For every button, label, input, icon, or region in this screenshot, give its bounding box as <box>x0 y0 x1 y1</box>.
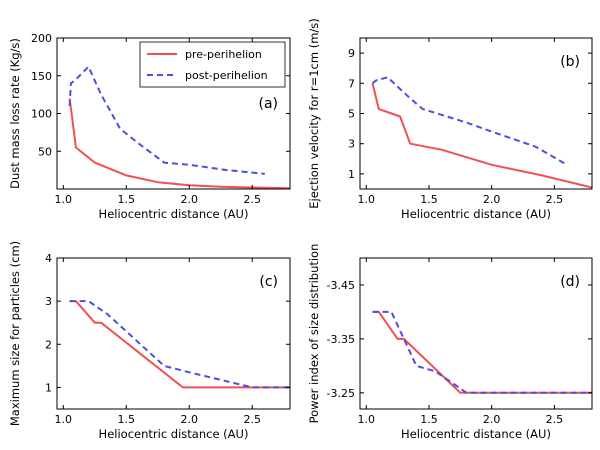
x-axis-label: Heliocentric distance (AU) <box>99 427 249 441</box>
x-tick-label: 2.0 <box>180 413 198 426</box>
panel-label: (d) <box>560 274 580 290</box>
x-tick-label: 2.0 <box>483 413 501 426</box>
axes-frame <box>359 37 593 190</box>
pre-perihelion-series-line <box>68 98 290 189</box>
pre-perihelion-series-line <box>371 83 592 189</box>
axes-frame <box>56 257 291 410</box>
legend-box <box>139 41 286 88</box>
legend-pre-label: pre-perihelion <box>185 48 262 61</box>
axes-frame <box>359 257 593 410</box>
x-tick-label: 1.0 <box>55 193 73 206</box>
y-tick-label: 150 <box>31 70 52 83</box>
post-perihelion-series-line <box>68 65 265 175</box>
y-tick-label: 5 <box>348 108 355 121</box>
panel-d: 1.0 1.5 2.0 2.5 -3.45 -3.35 -3.25 Heliocentric … <box>307 244 593 441</box>
y-tick-label: 9 <box>348 47 355 60</box>
x-axis-label: Heliocentric distance (AU) <box>401 427 551 441</box>
y-tick-label: 100 <box>31 108 52 121</box>
x-tick-label: 2.0 <box>180 193 198 206</box>
y-tick-label: 3 <box>348 138 355 151</box>
panel-b: 1.0 1.5 2.0 2.5 1 3 5 7 9 Heliocentric distance (… <box>307 18 593 221</box>
x-tick-label: 2.0 <box>483 193 501 206</box>
pre-perihelion-series-line <box>69 300 290 389</box>
x-tick-label: 1.5 <box>118 193 136 206</box>
panel-a: 1.0 1.5 2.0 2.5 50 100 150 200 Heliocentric dist… <box>8 32 291 221</box>
y-tick-label: 4 <box>45 252 52 265</box>
x-tick-label: 1.5 <box>420 193 438 206</box>
y-axis-label: Power index of size distribution <box>307 244 321 424</box>
x-tick-label: 2.5 <box>546 413 564 426</box>
y-tick-label: 50 <box>38 145 52 158</box>
y-axis-label: Maximum size for particles (cm) <box>8 241 22 426</box>
y-tick-label: -3.35 <box>327 333 355 346</box>
panel-label: (b) <box>560 54 580 70</box>
legend-post-label: post-perihelion <box>185 69 268 82</box>
y-tick-label: 1 <box>45 381 52 394</box>
x-tick-label: 1.0 <box>358 193 376 206</box>
y-tick-label: 2 <box>45 338 52 351</box>
y-tick-label: -3.45 <box>327 279 355 292</box>
pre-perihelion-series-line <box>372 310 592 394</box>
x-tick-label: 1.0 <box>358 413 376 426</box>
y-tick-label: -3.25 <box>327 387 355 400</box>
legend: pre-perihelion post-perihelion <box>139 41 286 88</box>
panel-label: (a) <box>258 96 278 112</box>
post-perihelion-series-line <box>372 310 592 394</box>
x-tick-label: 2.5 <box>243 193 261 206</box>
y-tick-label: 3 <box>45 295 52 308</box>
y-axis-label: Ejection velocity for r=1cm (m/s) <box>307 18 321 209</box>
post-perihelion-series-line <box>69 300 290 389</box>
x-axis-label: Heliocentric distance (AU) <box>99 207 249 221</box>
x-axis-label: Heliocentric distance (AU) <box>401 207 551 221</box>
x-tick-label: 1.0 <box>55 413 73 426</box>
x-tick-label: 1.5 <box>118 413 136 426</box>
x-tick-label: 2.5 <box>243 413 261 426</box>
x-tick-label: 2.5 <box>546 193 564 206</box>
x-tick-label: 1.5 <box>420 413 438 426</box>
y-axis-label: Dust mass loss rate (Kg/s) <box>8 38 22 189</box>
y-tick-label: 200 <box>31 32 52 45</box>
panel-c: 1.0 1.5 2.0 2.5 1 2 3 4 Heliocentric distance (A… <box>8 241 291 441</box>
post-perihelion-series-line <box>371 76 568 166</box>
y-tick-label: 7 <box>348 77 355 90</box>
y-tick-label: 1 <box>348 168 355 181</box>
panel-label: (c) <box>259 274 278 290</box>
